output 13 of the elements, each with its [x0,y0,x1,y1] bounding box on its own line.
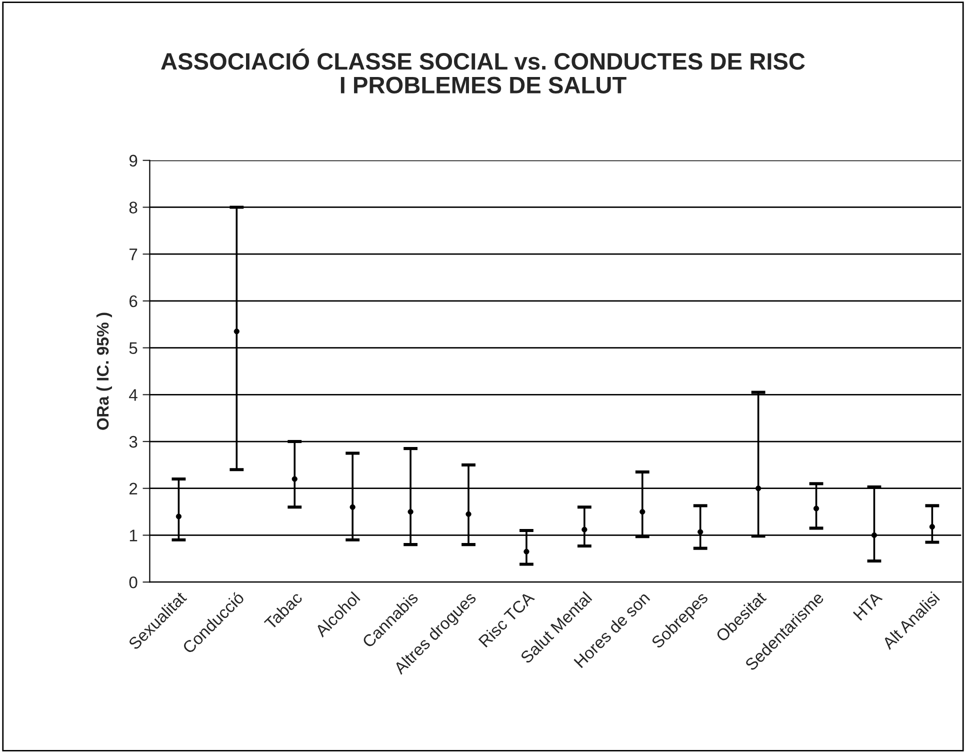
y-tick-label: 1 [130,530,138,542]
y-tick-label: 4 [129,389,138,401]
y-tick-label: 2 [129,482,138,494]
y-tick-label: 8 [129,202,138,214]
y-axis-title: ORa ( IC. 95% ) [96,312,112,430]
y-tick-label: 7 [130,248,138,260]
y-tick-label: 3 [129,436,138,448]
y-tick-label: 6 [130,295,138,308]
y-tick-label: 5 [129,342,138,354]
x-tick-label: HTA [852,590,883,621]
y-tick-label: 0 [129,576,138,588]
chart-title: ASSOCIACIÓ CLASSE SOCIAL vs. CONDUCTES DE RISC I PROBLEMES DE SALUT [161,48,805,94]
y-tick-label: 9 [129,154,138,167]
